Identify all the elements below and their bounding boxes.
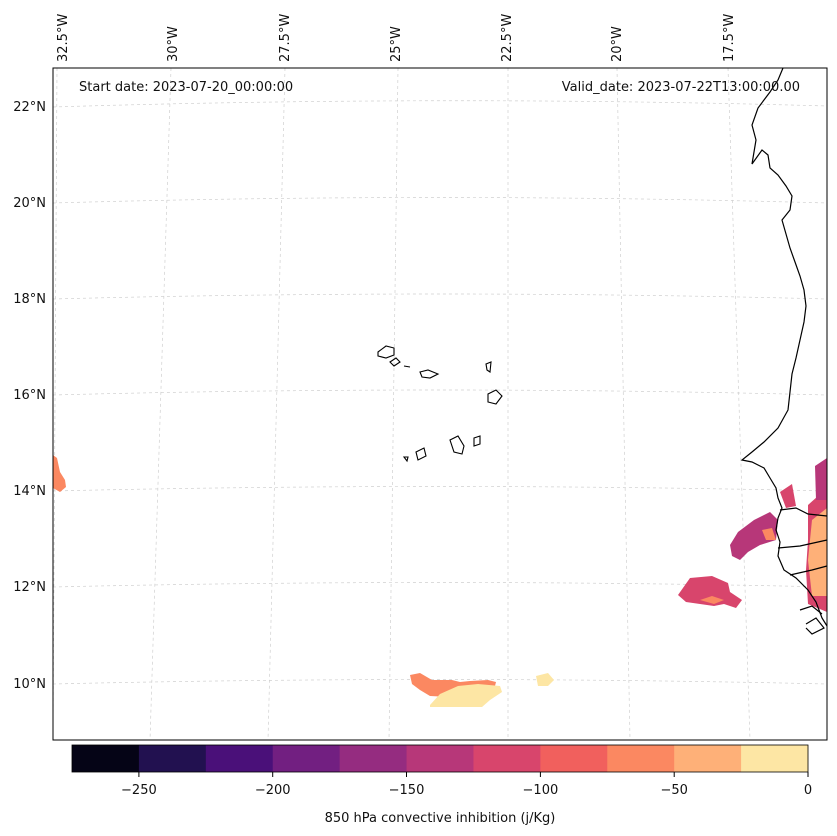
colorbar-segment <box>473 745 541 772</box>
colorbar-segment <box>205 745 274 772</box>
longitude-labels: 32.5°W 30°W 27.5°W 25°W 22.5°W 20°W 17.5… <box>56 14 737 62</box>
lat-label: 22°N <box>13 100 46 115</box>
lat-label: 18°N <box>13 292 46 307</box>
cin-patch-southeast-b <box>700 596 724 604</box>
lon-label: 32.5°W <box>56 14 71 62</box>
lon-label: 27.5°W <box>278 14 293 62</box>
cin-patch-south-c <box>536 673 554 686</box>
lon-label: 22.5°W <box>500 14 515 62</box>
cape-verde-islands <box>377 345 503 463</box>
cin-patch-south-b <box>430 684 502 707</box>
colorbar-segment <box>406 745 474 772</box>
colorbar-tick-label: −250 <box>121 783 157 798</box>
colorbar-segment <box>607 745 675 772</box>
lat-label: 10°N <box>13 677 46 692</box>
africa-coastline <box>740 67 828 627</box>
colorbar-tick-label: −50 <box>660 783 687 798</box>
coast-inlets <box>777 507 828 635</box>
map-frame <box>52 67 828 741</box>
colorbar-tick-label: −200 <box>255 783 291 798</box>
lat-label: 14°N <box>13 484 46 499</box>
cin-patch-east-f <box>762 528 776 540</box>
cin-patch-east-d <box>815 458 827 500</box>
colorbar-tick-label: −150 <box>389 783 425 798</box>
colorbar-segment <box>272 745 341 772</box>
colorbar-label: 850 hPa convective inhibition (j/Kg) <box>325 811 556 826</box>
graticule <box>52 67 828 741</box>
colorbar-segment <box>138 745 207 772</box>
cin-patch-east-a <box>730 512 778 560</box>
colorbar <box>72 745 809 772</box>
lon-label: 30°W <box>166 26 181 62</box>
colorbar-segment <box>674 745 742 772</box>
latitude-labels: 22°N 20°N 18°N 16°N 14°N 12°N 10°N <box>13 100 46 692</box>
cin-fill <box>53 455 827 707</box>
colorbar-tick-label: 0 <box>804 783 812 798</box>
colorbar-frame <box>71 744 809 773</box>
colorbar-segment <box>741 745 809 772</box>
colorbar-tick-label: −100 <box>523 783 559 798</box>
colorbar-segment <box>72 745 140 772</box>
start-date-label: Start date: 2023-07-20_00:00:00 <box>79 80 293 95</box>
lat-label: 16°N <box>13 388 46 403</box>
cin-patch-east-e <box>780 484 796 508</box>
cin-patch-southeast-a <box>678 576 742 608</box>
cin-patch-east-c <box>808 508 827 596</box>
lat-label: 20°N <box>13 196 46 211</box>
colorbar-ticks: −250 −200 −150 −100 −50 0 <box>121 772 812 798</box>
lon-label: 25°W <box>389 26 404 62</box>
lat-label: 12°N <box>13 580 46 595</box>
valid-date-label: Valid_date: 2023-07-22T13:00:00.00 <box>562 80 800 95</box>
colorbar-segment <box>540 745 608 772</box>
lon-label: 20°W <box>610 26 625 62</box>
cin-patch-west <box>53 455 66 492</box>
lon-label: 17.5°W <box>722 14 737 62</box>
colorbar-segment <box>339 745 408 772</box>
